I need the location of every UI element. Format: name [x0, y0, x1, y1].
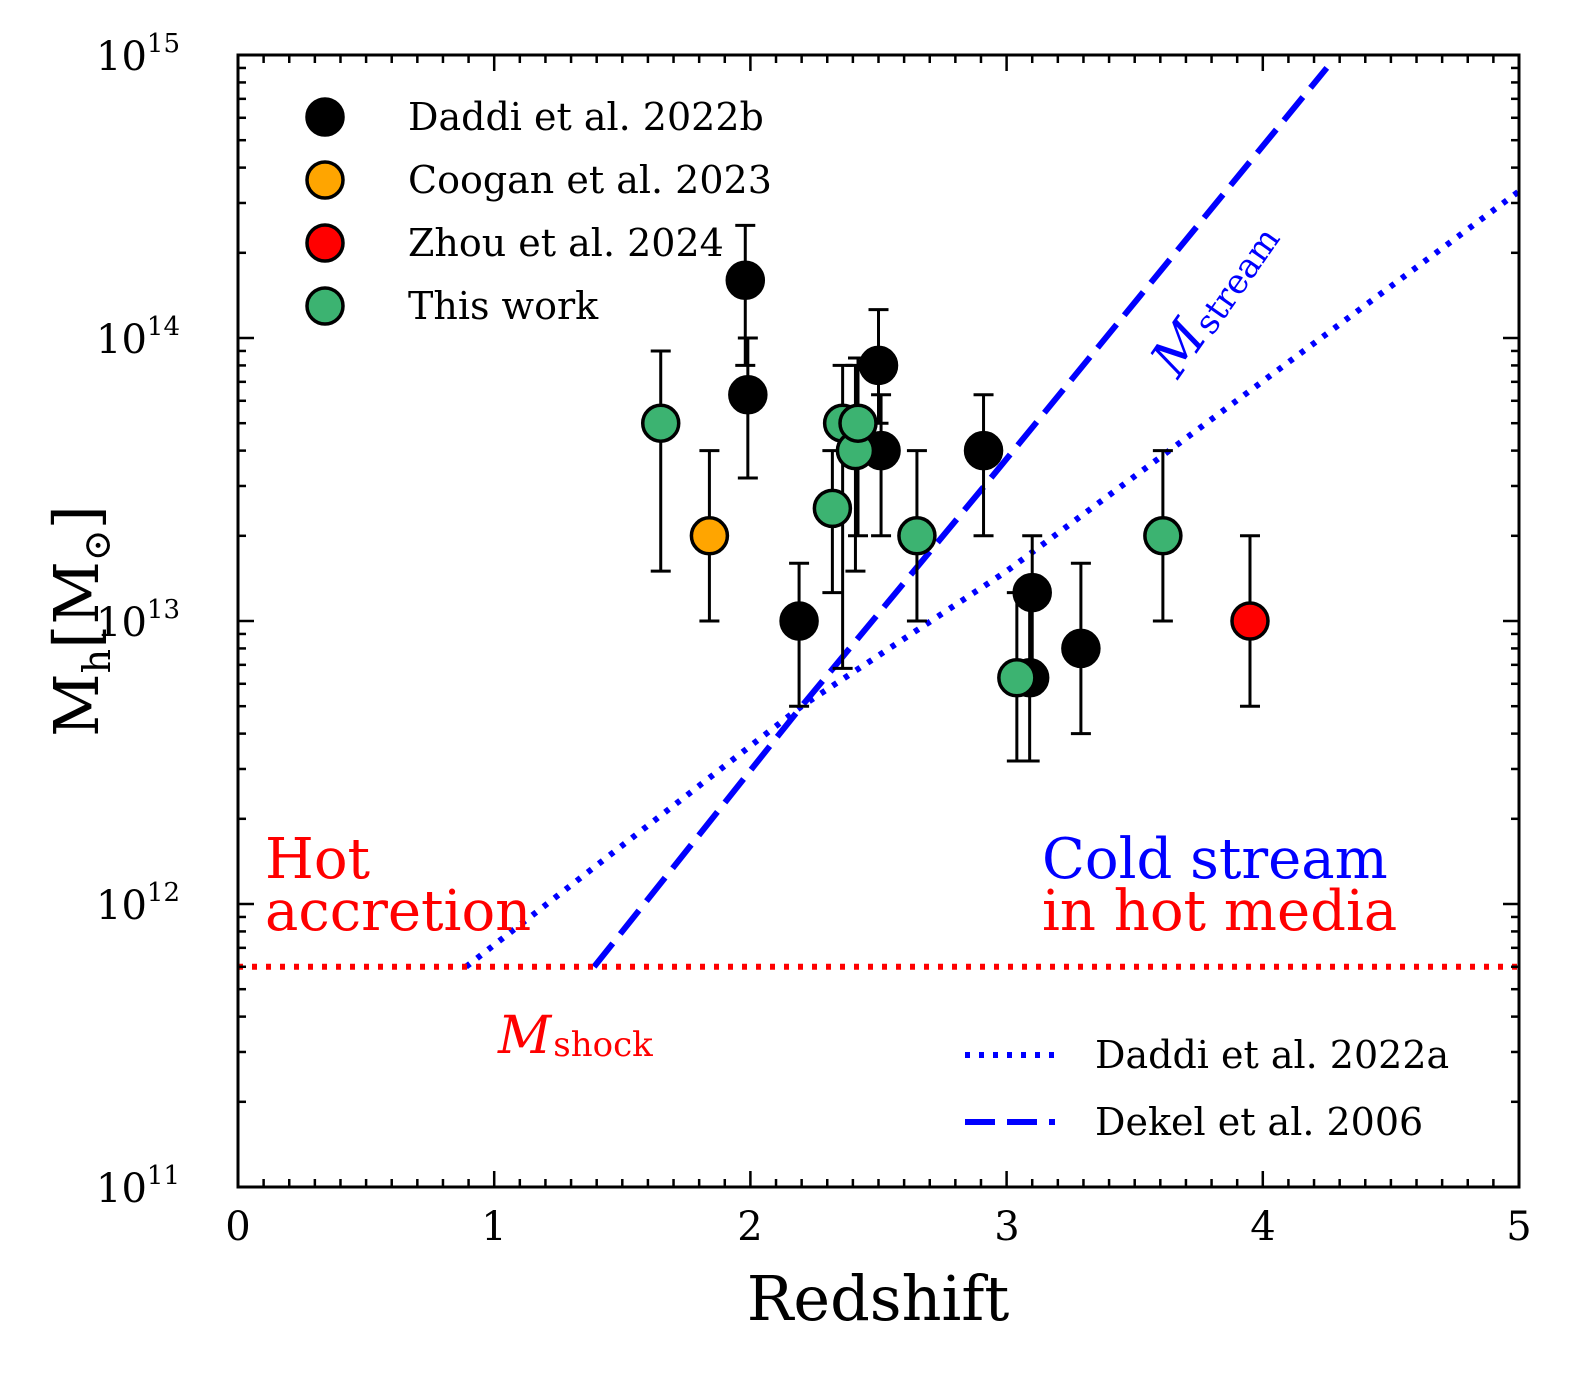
point-this-work-7: [1143, 516, 1183, 556]
point-daddi-et-al-2022b-5: [963, 430, 1004, 471]
legend-label-this-work: This work: [408, 284, 599, 328]
point-zhou-et-al-2024-0: [1230, 601, 1270, 641]
point-this-work-0: [640, 403, 681, 443]
legend-marker-coogan-2023: [305, 160, 345, 200]
point-daddi-et-al-2022b-0: [725, 260, 766, 300]
legend-label-zhou-2024: Zhou et al. 2024: [408, 221, 724, 265]
legend-marker-this-work: [305, 286, 345, 326]
legend-marker-daddi-2022b: [305, 97, 345, 137]
legend-marker-zhou-2024: [305, 223, 345, 263]
x-tick-label-2: 2: [737, 1204, 762, 1250]
model-line-daddi-et-al-2022a: [464, 188, 1519, 970]
region-annotations: Hot accretion Cold stream in hot media M…: [265, 209, 1397, 1066]
legend-label-daddi-2022a: Daddi et al. 2022a: [1095, 1033, 1449, 1077]
y-tick-label-1e15: 1015: [96, 29, 180, 80]
y-tick-label-1e14: 1014: [96, 312, 180, 363]
x-tick-label-3: 3: [994, 1204, 1019, 1250]
point-coogan-et-al-2023-0: [689, 516, 730, 556]
y-tick-label-1e13: 1013: [96, 595, 180, 646]
point-daddi-et-al-2022b-2: [779, 601, 819, 641]
y-tick-label-1e11: 1011: [96, 1161, 180, 1212]
point-daddi-et-al-2022b-8: [1061, 628, 1101, 669]
point-this-work-4: [838, 403, 878, 443]
cold-stream-line2: in hot media: [1042, 879, 1397, 944]
point-daddi-et-al-2022b-1: [728, 375, 768, 415]
point-this-work-5: [897, 516, 937, 556]
data-points: [640, 260, 1270, 698]
point-this-work-6: [997, 658, 1037, 698]
y-axis-title: Mh[M⊙]: [40, 505, 119, 737]
mshock-label: Mshock: [497, 1006, 653, 1066]
axis-ticks: [236, 53, 1521, 1189]
hot-accretion-line2: accretion: [265, 879, 531, 944]
x-axis-title: Redshift: [747, 1262, 1010, 1335]
model-line-dekel-et-al-2006: [591, 65, 1330, 969]
y-tick-labels: 1011 1012 1013 1014 1015: [96, 29, 180, 1212]
x-tick-label-1: 1: [481, 1204, 506, 1250]
data-legend: Daddi et al. 2022b Coogan et al. 2023 Zh…: [305, 95, 772, 328]
point-this-work-1: [812, 488, 853, 529]
x-tick-labels: 0 1 2 3 4 5: [225, 1204, 1531, 1250]
mstream-label: Mstream: [1139, 209, 1289, 388]
y-tick-label-1e12: 1012: [96, 878, 180, 929]
legend-label-coogan-2023: Coogan et al. 2023: [408, 158, 772, 202]
model-legend: Daddi et al. 2022a Dekel et al. 2006: [965, 1033, 1449, 1144]
x-tick-label-0: 0: [225, 1204, 250, 1250]
x-tick-label-5: 5: [1506, 1204, 1531, 1250]
point-daddi-et-al-2022b-7: [1012, 572, 1052, 613]
legend-label-daddi-2022b: Daddi et al. 2022b: [408, 95, 764, 139]
model-lines: [238, 65, 1519, 970]
hot-accretion-line1: Hot: [265, 827, 371, 892]
error-bars: [650, 223, 1260, 763]
x-tick-label-4: 4: [1250, 1204, 1275, 1250]
cold-stream-line1: Cold stream: [1042, 827, 1388, 892]
legend-label-dekel-2006: Dekel et al. 2006: [1095, 1100, 1423, 1144]
point-daddi-et-al-2022b-3: [858, 345, 899, 386]
